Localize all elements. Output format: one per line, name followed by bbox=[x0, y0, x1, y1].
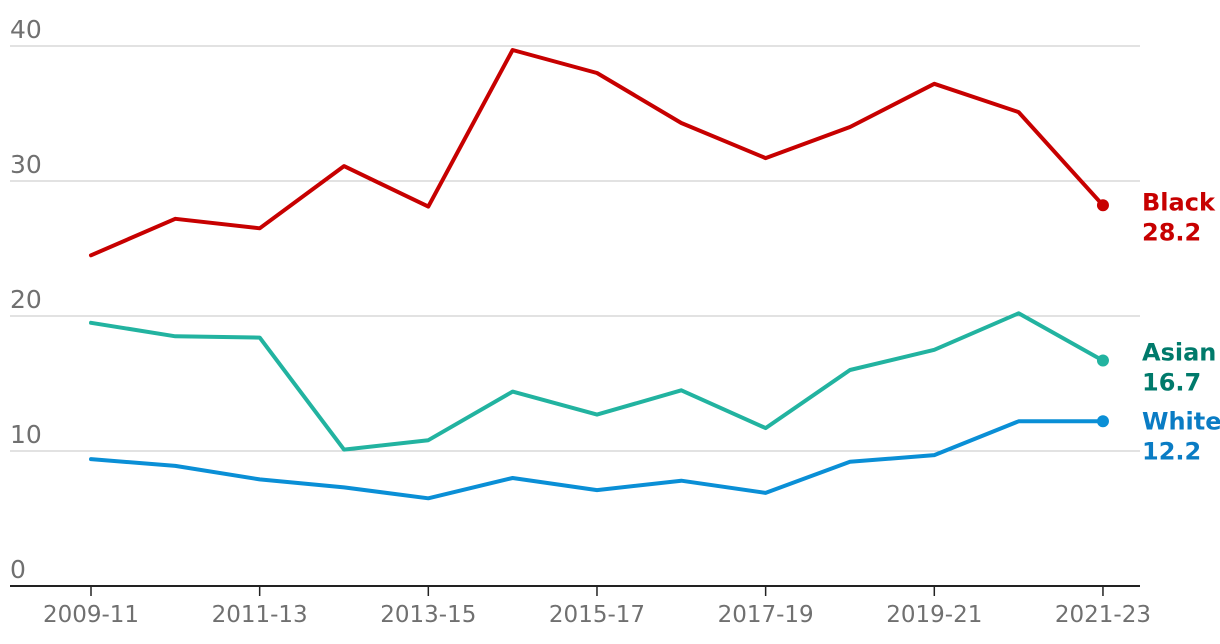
end-point-white bbox=[1096, 415, 1109, 428]
series-line-asian bbox=[89, 311, 1105, 452]
series-label-black: Black bbox=[1142, 188, 1216, 216]
y-tick-label: 30 bbox=[10, 150, 42, 179]
grid-lines bbox=[10, 45, 1140, 452]
end-point-black bbox=[1096, 199, 1109, 212]
series-label-white: White bbox=[1142, 407, 1220, 435]
series-label-asian: Asian bbox=[1142, 339, 1216, 367]
y-tick-label: 0 bbox=[10, 555, 26, 584]
end-point-asian bbox=[1096, 354, 1109, 367]
x-tick-label: 2011-13 bbox=[212, 602, 308, 628]
series-line-white bbox=[89, 419, 1105, 501]
x-tick-label: 2009-11 bbox=[43, 602, 139, 628]
y-tick-label: 10 bbox=[10, 420, 42, 449]
x-axis: 2009-11 2011-13 2013-15 2015-17 2017-19 2019-… bbox=[10, 585, 1151, 628]
x-tick-label: 2013-15 bbox=[380, 602, 476, 628]
series-value-asian: 16.7 bbox=[1142, 369, 1201, 397]
x-tick-label: 2017-19 bbox=[718, 602, 814, 628]
y-tick-label: 40 bbox=[10, 15, 42, 44]
series-lines bbox=[89, 48, 1109, 501]
x-tick-label: 2019-21 bbox=[886, 602, 982, 628]
x-tick-label: 2015-17 bbox=[549, 602, 645, 628]
y-tick-label: 20 bbox=[10, 285, 42, 314]
series-line-black bbox=[89, 48, 1105, 258]
series-value-white: 12.2 bbox=[1142, 437, 1201, 465]
y-axis-tick-labels: 0 10 20 30 40 bbox=[10, 15, 42, 584]
series-value-black: 28.2 bbox=[1142, 218, 1201, 246]
x-tick-label: 2021-23 bbox=[1055, 602, 1151, 628]
